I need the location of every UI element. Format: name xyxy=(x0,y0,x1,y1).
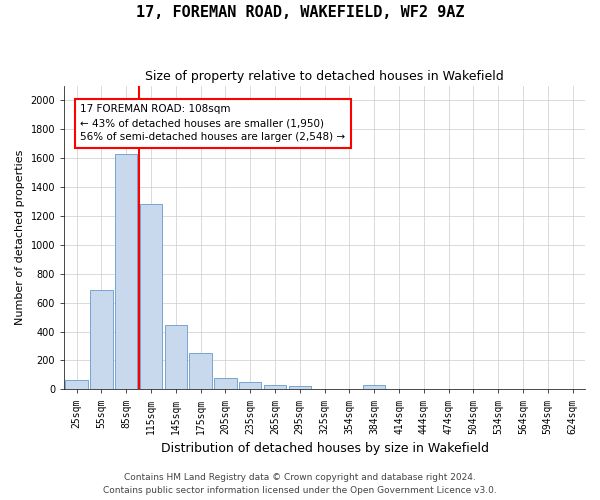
Bar xyxy=(363,385,385,390)
Y-axis label: Number of detached properties: Number of detached properties xyxy=(15,150,25,325)
Bar xyxy=(239,382,262,390)
Bar xyxy=(289,386,311,390)
Bar xyxy=(65,380,88,390)
Text: Contains HM Land Registry data © Crown copyright and database right 2024.
Contai: Contains HM Land Registry data © Crown c… xyxy=(103,474,497,495)
Bar xyxy=(190,353,212,390)
Bar xyxy=(214,378,236,390)
Text: 17, FOREMAN ROAD, WAKEFIELD, WF2 9AZ: 17, FOREMAN ROAD, WAKEFIELD, WF2 9AZ xyxy=(136,5,464,20)
Bar xyxy=(164,325,187,390)
Bar xyxy=(264,385,286,390)
Title: Size of property relative to detached houses in Wakefield: Size of property relative to detached ho… xyxy=(145,70,504,83)
X-axis label: Distribution of detached houses by size in Wakefield: Distribution of detached houses by size … xyxy=(161,442,488,455)
Bar xyxy=(115,154,137,390)
Bar xyxy=(90,290,113,390)
Text: 17 FOREMAN ROAD: 108sqm
← 43% of detached houses are smaller (1,950)
56% of semi: 17 FOREMAN ROAD: 108sqm ← 43% of detache… xyxy=(80,104,346,142)
Bar xyxy=(140,204,162,390)
